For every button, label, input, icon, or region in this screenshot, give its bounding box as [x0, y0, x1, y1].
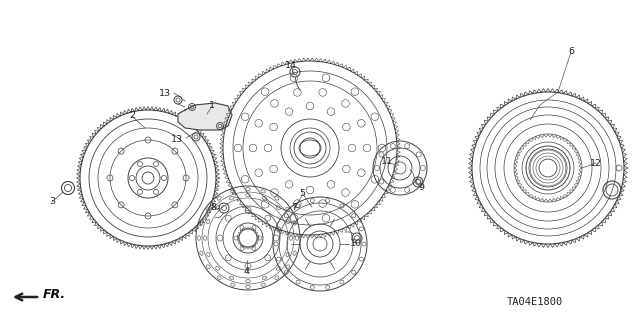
Text: 10: 10	[350, 239, 362, 248]
Text: FR.: FR.	[43, 288, 66, 301]
Text: 9: 9	[418, 183, 424, 192]
Text: 7: 7	[291, 204, 297, 212]
Polygon shape	[178, 103, 232, 130]
Text: 13: 13	[159, 88, 171, 98]
Text: 12: 12	[590, 159, 602, 167]
Text: 6: 6	[568, 48, 574, 56]
Text: TA04E1800: TA04E1800	[507, 297, 563, 307]
Text: 8: 8	[210, 203, 216, 211]
Text: 4: 4	[244, 268, 250, 277]
Text: 2: 2	[129, 112, 135, 121]
Text: 13: 13	[171, 136, 183, 145]
Text: 14: 14	[285, 61, 297, 70]
Text: 3: 3	[49, 197, 55, 206]
Text: 1: 1	[209, 101, 215, 110]
Text: 11: 11	[381, 158, 393, 167]
Text: 5: 5	[299, 189, 305, 197]
